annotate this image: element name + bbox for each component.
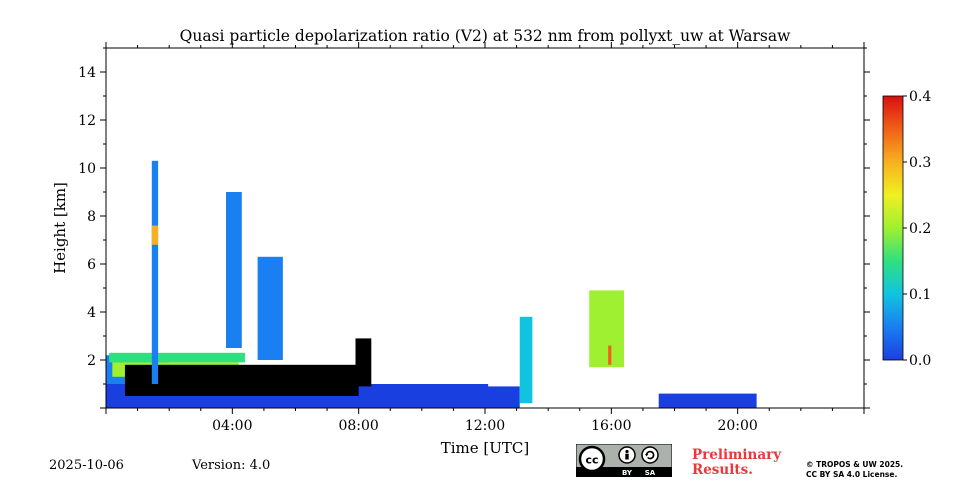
y-tick-label: 2: [87, 353, 96, 369]
heatmap-region-10: [358, 386, 520, 408]
colorbar-ticks: 0.0 0.1 0.2 0.3 0.4: [903, 89, 931, 369]
x-axis: 04:00 08:00 12:00 16:00 20:00: [105, 42, 865, 434]
sa-share-icon: [641, 446, 659, 464]
colorbar-tick-label: 0.1: [909, 287, 931, 303]
y-tick-label: 4: [87, 305, 96, 321]
heatmap-region-13: [608, 345, 612, 365]
heatmap-region-5: [151, 160, 159, 384]
copyright-line-1: © TROPOS & UW 2025.: [806, 460, 904, 469]
cc-license-badge: cc BY SA: [575, 443, 673, 478]
x-tick-label: 04:00: [212, 418, 252, 434]
heatmap-region-11: [519, 316, 533, 404]
y-tick-label: 6: [87, 257, 96, 273]
heatmap-region-2: [109, 352, 245, 363]
colorbar-tick-label: 0.2: [909, 221, 931, 237]
heatmap-region-6: [151, 225, 159, 245]
heatmap-region-8: [257, 256, 283, 360]
y-axis-label: Height [km]: [51, 182, 69, 274]
sa-label: SA: [645, 469, 656, 477]
x-tick-label: 08:00: [338, 418, 378, 434]
cc-icon-label: cc: [585, 454, 598, 467]
x-tick-label: 20:00: [717, 418, 757, 434]
heatmap-region-14: [658, 393, 757, 408]
by-label: BY: [622, 469, 633, 477]
chart-title: Quasi particle depolarization ratio (V2)…: [180, 27, 791, 45]
copyright-line-2: CC BY SA 4.0 License.: [806, 470, 898, 479]
y-tick-label: 8: [87, 209, 96, 225]
colorbar-tick-label: 0.4: [909, 89, 931, 105]
x-tick-label: 16:00: [591, 418, 631, 434]
footer-date: 2025-10-06: [49, 458, 124, 473]
x-tick-label: 12:00: [465, 418, 505, 434]
heatmap-region-7: [226, 192, 242, 348]
heatmap-region-12: [589, 290, 624, 368]
preliminary-line-1: Preliminary: [692, 447, 782, 463]
y-tick-label: 14: [78, 65, 96, 81]
footer-version: Version: 4.0: [192, 458, 271, 473]
heatmap-region-9: [355, 338, 372, 394]
y-axis: 2 4 6 8 10 12 14: [78, 47, 870, 409]
colorbar: [882, 95, 904, 361]
cc-icon: [578, 445, 606, 473]
heatmap-area: [106, 160, 757, 408]
x-axis-label: Time [UTC]: [441, 439, 530, 457]
preliminary-results-note: Preliminary Results.: [692, 448, 781, 478]
heatmap-region-4: [124, 364, 359, 396]
colorbar-tick-label: 0.0: [909, 353, 931, 369]
y-tick-label: 10: [78, 161, 96, 177]
y-tick-label: 12: [78, 113, 96, 129]
colorbar-tick-label: 0.3: [909, 155, 931, 171]
preliminary-line-2: Results.: [692, 462, 753, 478]
copyright-note: © TROPOS & UW 2025. CC BY SA 4.0 License…: [806, 460, 903, 480]
